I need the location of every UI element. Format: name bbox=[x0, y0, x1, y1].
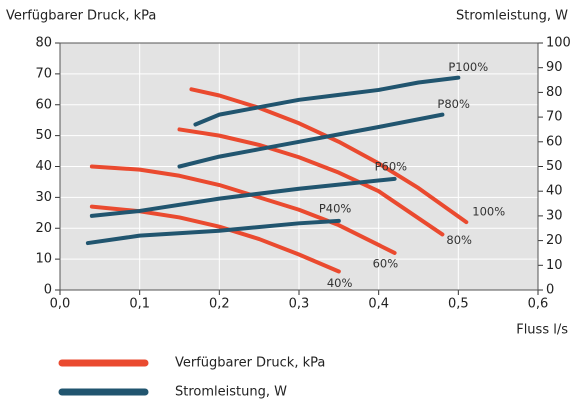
series-line bbox=[177, 127, 445, 237]
x-tick-label: 0,4 bbox=[368, 297, 389, 312]
y2-tick-label: 0 bbox=[546, 283, 554, 298]
x-tick-label: 0,0 bbox=[50, 297, 71, 312]
y2-tick-label: 90 bbox=[546, 60, 563, 75]
curve-label: P100% bbox=[448, 60, 488, 74]
y-axis-label: Verfügbarer Druck, kPa bbox=[6, 9, 156, 24]
curve-label: P60% bbox=[375, 159, 408, 173]
y2-tick-label: 10 bbox=[546, 258, 563, 273]
series-line bbox=[89, 176, 397, 218]
y2-tick-label: 70 bbox=[546, 110, 563, 125]
y2-axis-label: Stromleistung, W bbox=[456, 9, 568, 24]
legend-label: Stromleistung, W bbox=[175, 385, 287, 400]
curve-label: 100% bbox=[472, 205, 505, 219]
series-line bbox=[189, 87, 469, 225]
y-tick-label: 0 bbox=[44, 283, 52, 298]
y2-tick-label: 50 bbox=[546, 159, 563, 174]
y2-tick-label: 80 bbox=[546, 85, 563, 100]
curve-label: P40% bbox=[319, 201, 352, 215]
curve-label: 80% bbox=[446, 233, 472, 247]
y-tick-label: 20 bbox=[35, 221, 52, 236]
y-tick-label: 30 bbox=[35, 190, 52, 205]
plot-frame bbox=[59, 42, 539, 291]
curve-label: P80% bbox=[437, 97, 470, 111]
legend-label: Verfügbarer Druck, kPa bbox=[175, 356, 325, 371]
x-tick-label: 0,5 bbox=[448, 297, 469, 312]
y-tick-label: 50 bbox=[35, 128, 52, 143]
y2-tick-label: 100 bbox=[546, 36, 571, 51]
curve-label: 40% bbox=[327, 276, 353, 290]
y-tick-label: 60 bbox=[35, 97, 52, 112]
series-line bbox=[193, 75, 461, 127]
y-tick-label: 80 bbox=[35, 36, 52, 51]
x-tick-label: 0,1 bbox=[129, 297, 150, 312]
y-tick-label: 10 bbox=[35, 252, 52, 267]
series-line bbox=[177, 112, 445, 169]
curve-label: 60% bbox=[373, 256, 399, 270]
y-tick-label: 70 bbox=[35, 66, 52, 81]
x-axis-label: Fluss l/s bbox=[516, 323, 568, 338]
x-tick-label: 0,6 bbox=[528, 297, 549, 312]
series-line bbox=[85, 218, 341, 246]
y-tick-label: 40 bbox=[35, 159, 52, 174]
y2-tick-label: 20 bbox=[546, 233, 563, 248]
y2-tick-label: 60 bbox=[546, 134, 563, 149]
y2-tick-label: 40 bbox=[546, 184, 563, 199]
x-tick-label: 0,3 bbox=[289, 297, 310, 312]
x-tick-label: 0,2 bbox=[209, 297, 230, 312]
y2-tick-label: 30 bbox=[546, 208, 563, 223]
